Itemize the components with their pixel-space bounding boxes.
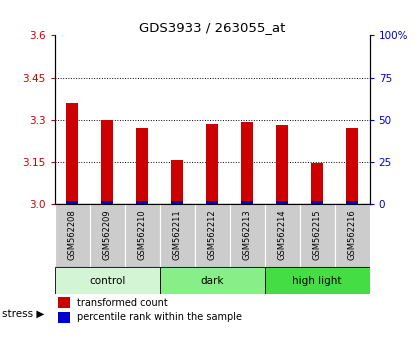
Text: GSM562213: GSM562213 (243, 209, 252, 260)
Bar (311, 201, 323, 204)
Bar (276, 125, 288, 204)
Text: transformed count: transformed count (77, 298, 168, 308)
Text: GSM562214: GSM562214 (278, 209, 286, 260)
Text: high light: high light (292, 276, 342, 286)
Text: percentile rank within the sample: percentile rank within the sample (77, 312, 242, 322)
Bar (230, 204, 265, 267)
Bar (58, 312, 71, 322)
Text: GSM562208: GSM562208 (68, 209, 76, 260)
Bar (66, 103, 78, 204)
Text: dark: dark (200, 276, 224, 286)
Text: GSM562216: GSM562216 (348, 209, 357, 260)
Bar (101, 201, 113, 204)
Bar (265, 267, 370, 295)
Text: GSM562209: GSM562209 (102, 209, 112, 260)
Bar (265, 204, 299, 267)
Text: GSM562211: GSM562211 (173, 209, 181, 260)
Bar (171, 160, 183, 204)
Bar (125, 204, 160, 267)
Bar (241, 201, 253, 204)
Bar (241, 122, 253, 204)
Bar (55, 204, 89, 267)
Text: GSM562210: GSM562210 (138, 209, 147, 260)
Bar (58, 297, 71, 308)
Bar (160, 204, 194, 267)
Bar (311, 163, 323, 204)
Bar (335, 204, 370, 267)
Bar (160, 267, 265, 295)
Bar (276, 201, 288, 204)
Text: control: control (89, 276, 125, 286)
Text: stress ▶: stress ▶ (2, 308, 45, 318)
Bar (136, 201, 148, 204)
Text: GSM562212: GSM562212 (207, 209, 217, 260)
Bar (66, 201, 78, 204)
Bar (89, 204, 125, 267)
Bar (346, 201, 358, 204)
Bar (299, 204, 335, 267)
Bar (101, 120, 113, 204)
Bar (171, 201, 183, 204)
Text: GSM562215: GSM562215 (312, 209, 322, 260)
Bar (346, 127, 358, 204)
Bar (206, 201, 218, 204)
Title: GDS3933 / 263055_at: GDS3933 / 263055_at (139, 21, 285, 34)
Bar (194, 204, 230, 267)
Bar (136, 128, 148, 204)
Bar (55, 267, 160, 295)
Bar (206, 124, 218, 204)
